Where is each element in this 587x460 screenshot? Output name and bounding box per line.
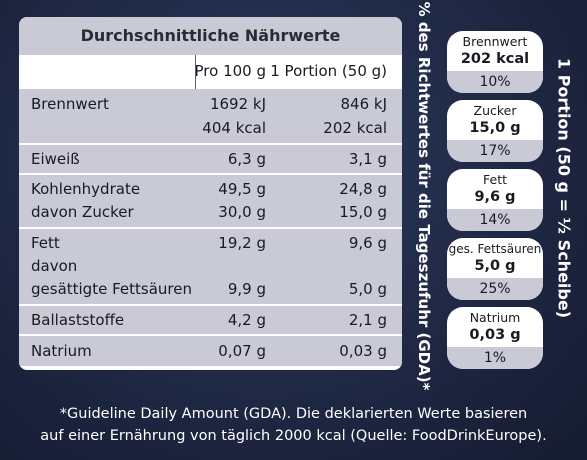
badge-name: Fett <box>483 172 507 187</box>
badge-value: 202 kcal <box>460 51 530 67</box>
badge-zucker: Zucker 15,0 g 17% <box>447 100 543 162</box>
header-per100: Pro 100 g <box>194 62 266 80</box>
brennwert-kcal-100: 404 kcal <box>202 119 266 137</box>
footnote: *Guideline Daily Amount (GDA). Die dekla… <box>0 403 587 447</box>
badge-percent: 10% <box>447 71 543 93</box>
kohlenhydrate-portion: 24,8 g <box>339 180 387 198</box>
brennwert-kj-portion: 846 kJ <box>340 95 387 113</box>
badge-name: Natrium <box>469 310 521 325</box>
fettsaeuren-100: 9,9 g <box>227 280 266 298</box>
ballaststoffe-100: 4,2 g <box>227 311 266 329</box>
row-fett: Fett 19,2 g 9,6 g davon gesättigte Fetts… <box>19 229 402 304</box>
label-fett: Fett <box>31 234 60 252</box>
badge-value: 0,03 g <box>469 327 521 343</box>
label-fettsaeuren: gesättigte Fettsäuren <box>31 280 192 298</box>
badge-percent: 14% <box>447 209 543 231</box>
zucker-portion: 15,0 g <box>339 203 387 221</box>
row-ballaststoffe: Ballaststoffe 4,2 g 2,1 g <box>19 306 402 334</box>
label-fett-davon: davon <box>31 257 78 275</box>
badge-fett: Fett 9,6 g 14% <box>447 169 543 231</box>
badge-name: ges. Fettsäuren <box>448 242 542 256</box>
fett-100: 19,2 g <box>218 234 266 252</box>
badge-value: 15,0 g <box>469 120 521 136</box>
label-kohlenhydrate: Kohlenhydrate <box>31 180 141 198</box>
badge-name: Brennwert <box>462 34 528 49</box>
badge-value: 5,0 g <box>474 258 516 274</box>
row-eiweiss: Eiweiß 6,3 g 3,1 g <box>19 145 402 173</box>
badge-brennwert: Brennwert 202 kcal 10% <box>447 31 543 93</box>
table-title: Durchschnittliche Nährwerte <box>19 17 402 55</box>
badge-percent: 1% <box>447 347 543 369</box>
badge-natrium: Natrium 0,03 g 1% <box>447 307 543 369</box>
label-natrium: Natrium <box>31 342 92 360</box>
brennwert-kcal-portion: 202 kcal <box>323 119 387 137</box>
label-eiweiss: Eiweiß <box>31 150 80 168</box>
label-ballaststoffe: Ballaststoffe <box>31 311 125 329</box>
brennwert-kj-100: 1692 kJ <box>209 95 266 113</box>
footnote-line-1: *Guideline Daily Amount (GDA). Die dekla… <box>59 406 528 422</box>
badge-name: Zucker <box>473 103 517 118</box>
column-divider <box>195 55 196 89</box>
badge-value: 9,6 g <box>474 189 516 205</box>
label-brennwert: Brennwert <box>31 95 109 113</box>
natrium-100: 0,07 g <box>218 342 266 360</box>
header-portion: 1 Portion (50 g) <box>270 62 387 80</box>
badge-percent: 17% <box>447 140 543 162</box>
nutrition-table: Durchschnittliche Nährwerte Pro 100 g 1 … <box>19 17 402 370</box>
label-zucker: davon Zucker <box>31 203 134 221</box>
badge-fettsaeuren: ges. Fettsäuren 5,0 g 25% <box>447 238 543 300</box>
eiweiss-100: 6,3 g <box>227 150 266 168</box>
kohlenhydrate-100: 49,5 g <box>218 180 266 198</box>
header-row: Pro 100 g 1 Portion (50 g) <box>19 55 402 89</box>
eiweiss-portion: 3,1 g <box>348 150 387 168</box>
fettsaeuren-portion: 5,0 g <box>348 280 387 298</box>
ballaststoffe-portion: 2,1 g <box>348 311 387 329</box>
gda-label: % des Richtwertes für die Tageszufuhr (G… <box>415 1 433 391</box>
fett-portion: 9,6 g <box>348 234 387 252</box>
row-natrium: Natrium 0,07 g 0,03 g <box>19 336 402 366</box>
footnote-line-2: auf einer Ernährung von täglich 2000 kca… <box>40 428 547 444</box>
portion-label: 1 Portion (50 g = ½ Scheibe) <box>554 57 574 319</box>
row-brennwert: Brennwert 1692 kJ 846 kJ 404 kcal 202 kc… <box>19 89 402 143</box>
row-kohlenhydrate: Kohlenhydrate 49,5 g 24,8 g davon Zucker… <box>19 175 402 227</box>
zucker-100: 30,0 g <box>218 203 266 221</box>
badge-percent: 25% <box>447 278 543 300</box>
natrium-portion: 0,03 g <box>339 342 387 360</box>
